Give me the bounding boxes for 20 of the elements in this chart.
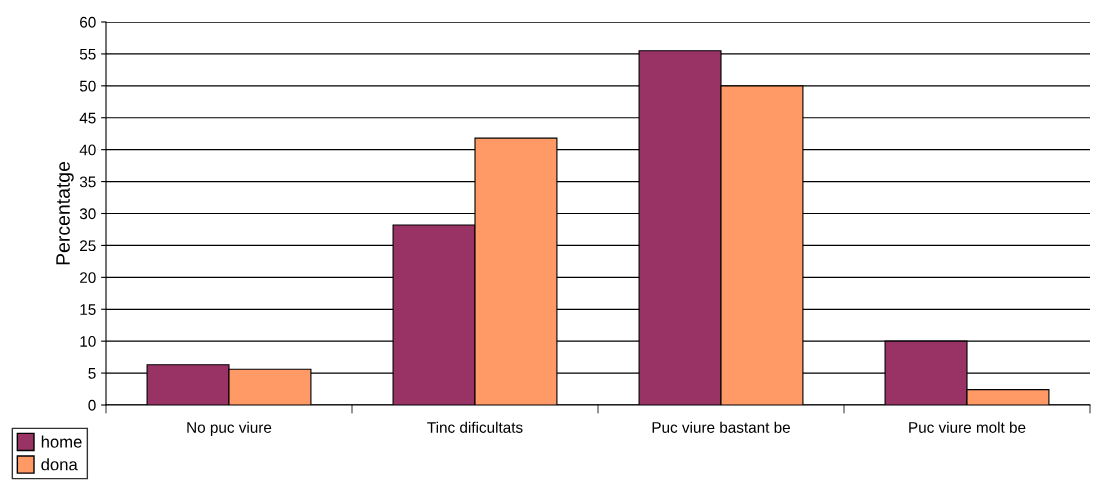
y-axis-title: Percentatge (56, 161, 74, 265)
x-tick-label: Puc viure molt be (909, 421, 1026, 433)
y-tick-label: 0 (88, 399, 96, 411)
y-tick-label: 20 (80, 272, 96, 284)
y-tick-label: 25 (80, 240, 96, 252)
y-tick-label: 40 (79, 144, 96, 156)
x-tick-label: Tinc dificultats (427, 421, 523, 433)
y-tick-label: 35 (79, 176, 96, 188)
y-tick-label: 15 (80, 304, 96, 315)
y-tick-label: 60 (80, 16, 96, 28)
y-tick-label: 30 (79, 208, 96, 220)
legend-label: dona (41, 458, 78, 471)
y-tick-label: 10 (80, 336, 96, 347)
y-tick-label: 50 (79, 80, 96, 92)
x-tick-label: Puc viure bastant be (652, 421, 790, 433)
y-tick-label: 55 (79, 48, 96, 60)
legend-label: home (41, 435, 82, 448)
y-tick-label: 5 (88, 368, 96, 379)
x-tick-label: No puc viure (187, 421, 272, 436)
y-tick-label: 45 (79, 112, 96, 124)
